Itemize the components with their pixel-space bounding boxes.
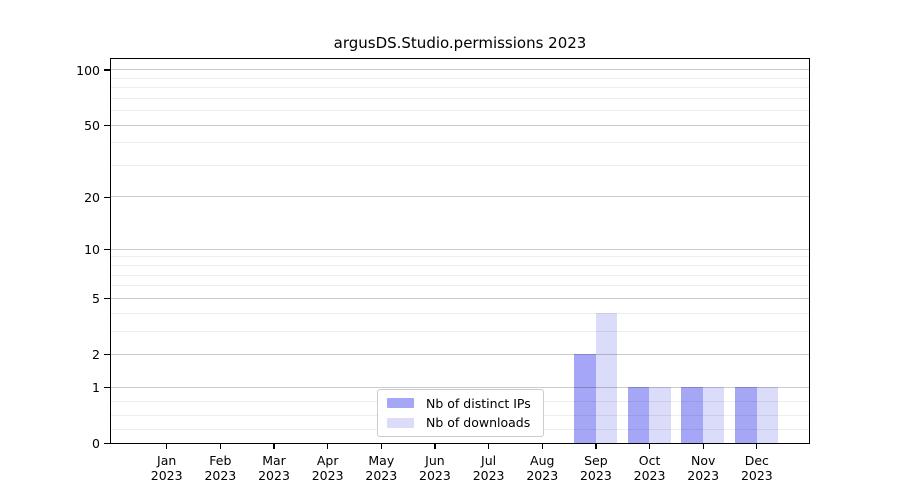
x-tick-sep [595, 444, 597, 449]
y-tick-label-2: 2 [92, 347, 100, 363]
gridline-minor-8 [111, 264, 810, 266]
gridline-minor-7 [111, 274, 810, 276]
legend: Nb of distinct IPs Nb of downloads [377, 389, 544, 437]
y-tick-label-0: 0 [92, 436, 100, 451]
x-tick-jan [166, 444, 168, 449]
legend-swatch-nb-of-distinct-ips [387, 398, 414, 409]
bar-distinct-ips-nov [681, 387, 703, 444]
legend-label-nb-of-downloads: Nb of downloads [426, 415, 531, 431]
x-tick-apr [327, 444, 329, 449]
gridline-minor-70 [111, 97, 810, 99]
gridline-minor-4 [111, 312, 810, 314]
x-tick-aug [541, 444, 543, 449]
x-tick-label-feb: Feb 2023 [204, 453, 237, 483]
chart-title: argusDS.Studio.permissions 2023 [333, 34, 587, 52]
gridline-minor-9 [111, 256, 810, 258]
x-tick-label-apr: Apr 2023 [311, 453, 344, 483]
gridline-major-100 [111, 69, 810, 71]
bar-distinct-ips-sep [574, 354, 596, 444]
gridline-major-5 [111, 297, 810, 299]
y-tick-label-1: 1 [92, 379, 100, 395]
bar-distinct-ips-oct [627, 387, 650, 444]
x-tick-mar [273, 444, 275, 449]
x-tick-label-may: May 2023 [365, 453, 398, 483]
gridline-minor-30 [111, 164, 810, 166]
gridline-minor-40 [111, 142, 810, 144]
y-tick-20 [104, 196, 111, 198]
y-tick-label-20: 20 [84, 189, 100, 205]
legend-item-nb-of-downloads: Nb of downloads [387, 415, 534, 432]
x-tick-label-jun: Jun 2023 [419, 453, 451, 483]
bar-distinct-ips-dec [735, 387, 757, 444]
x-tick-oct [648, 444, 651, 449]
gridline-minor-60 [111, 110, 810, 112]
bar-downloads-dec [756, 387, 779, 444]
y-tick-label-10: 10 [84, 241, 100, 257]
y-tick-label-100: 100 [76, 62, 100, 78]
x-tick-label-dec: Dec 2023 [740, 453, 773, 483]
x-tick-label-nov: Nov 2023 [687, 453, 720, 483]
x-tick-feb [219, 444, 221, 449]
y-tick-0 [104, 442, 111, 445]
y-tick-100 [104, 69, 111, 71]
x-tick-label-aug: Aug 2023 [526, 453, 559, 483]
y-tick-10 [104, 248, 111, 251]
y-tick-5 [104, 297, 111, 300]
x-tick-jul [487, 444, 490, 449]
gridline-major-20 [111, 196, 810, 198]
y-tick-1 [104, 386, 111, 389]
y-tick-label-50: 50 [84, 117, 100, 133]
x-tick-label-jul: Jul 2023 [472, 453, 505, 483]
x-tick-label-sep: Sep 2023 [579, 453, 612, 483]
legend-swatch-nb-of-downloads [387, 417, 414, 428]
x-tick-label-mar: Mar 2023 [258, 453, 290, 483]
bar-downloads-sep [595, 313, 618, 444]
x-tick-label-jan: Jan 2023 [150, 453, 183, 483]
gridline-minor-90 [111, 77, 810, 79]
x-tick-jun [434, 444, 436, 449]
x-tick-may [380, 444, 382, 449]
gridline-major-2 [111, 353, 810, 355]
gridline-minor-3 [111, 330, 810, 332]
y-tick-50 [104, 124, 111, 126]
y-tick-2 [104, 353, 111, 356]
legend-item-nb-of-distinct-ips: Nb of distinct IPs [387, 395, 534, 412]
bar-downloads-nov [702, 387, 725, 444]
x-tick-nov [702, 444, 704, 449]
legend-label-nb-of-distinct-ips: Nb of distinct IPs [426, 395, 531, 411]
x-tick-dec [756, 444, 758, 449]
bar-downloads-oct [649, 387, 671, 444]
gridline-minor-6 [111, 285, 810, 287]
plot-area [110, 58, 811, 445]
gridline-minor-80 [111, 87, 810, 89]
gridline-major-10 [111, 248, 810, 250]
gridline-major-50 [111, 124, 810, 126]
x-tick-label-oct: Oct 2023 [633, 453, 666, 483]
y-tick-label-5: 5 [92, 290, 100, 306]
